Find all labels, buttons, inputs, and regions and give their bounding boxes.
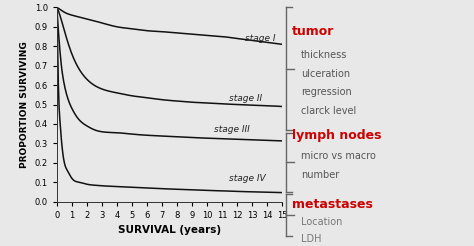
- Text: micro vs macro: micro vs macro: [301, 151, 376, 161]
- Text: ulceration: ulceration: [301, 69, 350, 79]
- Text: regression: regression: [301, 87, 352, 97]
- Text: tumor: tumor: [292, 25, 334, 38]
- Text: thickness: thickness: [301, 50, 347, 61]
- X-axis label: SURVIVAL (years): SURVIVAL (years): [118, 225, 221, 235]
- Text: stage I: stage I: [245, 34, 275, 43]
- Text: Location: Location: [301, 217, 342, 227]
- Text: LDH: LDH: [301, 234, 321, 244]
- Y-axis label: PROPORTION SURVIVING: PROPORTION SURVIVING: [20, 41, 29, 168]
- Text: clarck level: clarck level: [301, 106, 356, 116]
- Text: metastases: metastases: [292, 198, 373, 211]
- Text: stage III: stage III: [214, 125, 250, 134]
- Text: number: number: [301, 170, 339, 180]
- Text: stage II: stage II: [229, 94, 263, 103]
- Text: lymph nodes: lymph nodes: [292, 129, 381, 142]
- Text: stage IV: stage IV: [229, 174, 266, 183]
